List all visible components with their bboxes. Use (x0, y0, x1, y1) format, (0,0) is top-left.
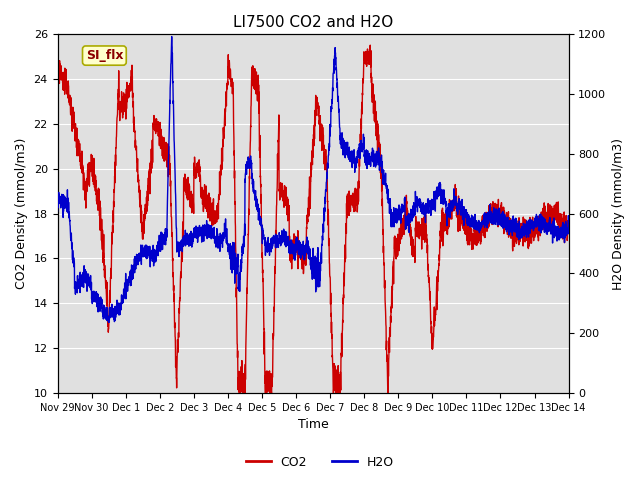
Text: SI_flx: SI_flx (86, 49, 123, 62)
Title: LI7500 CO2 and H2O: LI7500 CO2 and H2O (233, 15, 393, 30)
Y-axis label: H2O Density (mmol/m3): H2O Density (mmol/m3) (612, 138, 625, 289)
Legend: CO2, H2O: CO2, H2O (241, 451, 399, 474)
Y-axis label: CO2 Density (mmol/m3): CO2 Density (mmol/m3) (15, 138, 28, 289)
X-axis label: Time: Time (298, 419, 328, 432)
